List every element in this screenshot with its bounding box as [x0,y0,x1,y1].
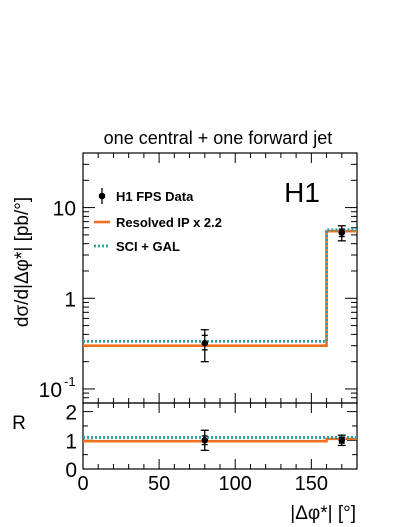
y-tick-exponent: -1 [64,374,76,389]
data-point [337,225,346,242]
ratio-data-point [200,429,209,451]
x-tick-label: 0 [77,473,88,495]
ratio-tick-label: 0 [65,459,77,482]
chart-title: one central + one forward jet [104,128,333,148]
ratio-data-point [337,434,346,447]
legend-label: SCI + GAL [116,239,180,254]
ratio-frame [82,402,358,470]
data-point [200,329,209,363]
xlabel: |Δφ*| [°] [290,503,356,524]
ratio-label: R [12,413,26,434]
legend-entry-data: H1 FPS Data [98,188,194,204]
y-tick-label: 10 [39,379,62,402]
y-tick-label: 1 [64,288,76,311]
data-marker [338,229,346,236]
experiment-tag: H1 [284,177,320,208]
legend: H1 FPS Data Resolved IP x 2.2 SCI + GAL [94,188,222,254]
legend-label: Resolved IP x 2.2 [116,215,222,230]
legend-marker [98,192,106,200]
data-marker [201,339,209,347]
legend-entry-sci: SCI + GAL [94,239,180,254]
y-tick-label: 10 [53,198,76,221]
x-tick-label: 50 [148,473,170,495]
data-marker [338,437,346,444]
ratio-plot-area [82,402,358,470]
ratio-resolved-curve [83,437,357,443]
legend-entry-resolved: Resolved IP x 2.2 [94,215,222,230]
data-marker [201,437,209,444]
ratio-tick-label: 2 [65,402,77,425]
ratio-tick-label: 1 [65,430,77,453]
legend-label: H1 FPS Data [116,189,194,204]
ylabel: dσ/d|Δφ*| [pb/°] [12,197,33,327]
x-tick-label: 100 [219,473,252,495]
x-tick-label: 150 [295,473,328,495]
